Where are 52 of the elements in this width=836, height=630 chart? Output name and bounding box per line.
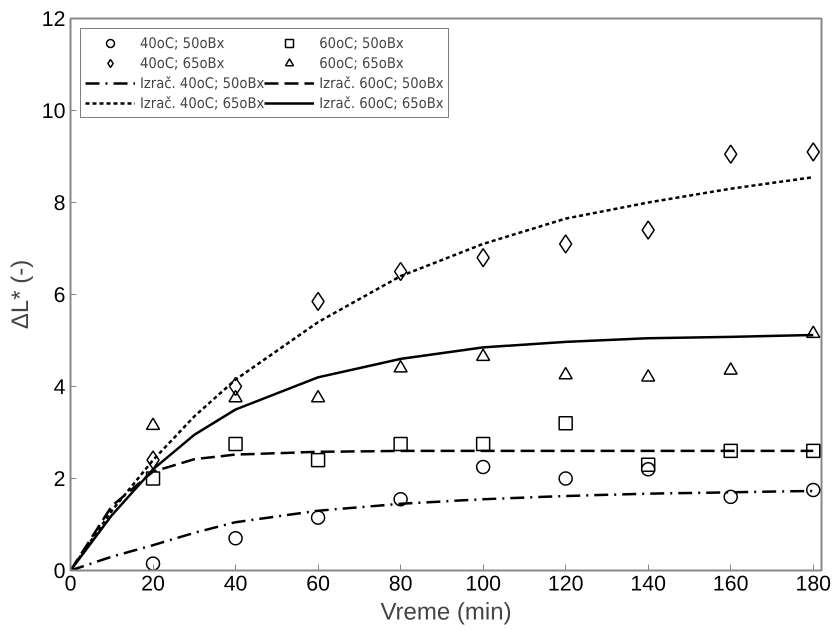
legend-label: Izrač. 40oC; 65oBx — [140, 94, 264, 112]
y-tick-label: 12 — [42, 7, 66, 31]
point — [146, 556, 160, 570]
point — [146, 471, 160, 486]
point — [228, 531, 243, 546]
y-tick-label: 6 — [54, 283, 66, 307]
point — [476, 248, 490, 268]
point — [640, 462, 656, 477]
point — [806, 444, 820, 458]
x-tick-label: 160 — [712, 572, 749, 596]
point — [310, 452, 326, 468]
x-axis-title: Vreme (min) — [380, 598, 512, 626]
legend-label: 60oC; 65oBx — [319, 54, 404, 72]
y-tick-label: 2 — [54, 467, 66, 491]
point — [558, 471, 573, 486]
point — [723, 490, 738, 504]
point — [640, 457, 656, 472]
point — [311, 292, 325, 312]
x-tick-label: 180 — [795, 572, 832, 596]
x-tick-label: 120 — [548, 572, 584, 596]
point — [228, 436, 243, 452]
legend-label: Izrač. 60oC; 65oBx — [319, 94, 444, 112]
x-tick-label: 40 — [224, 572, 248, 596]
point — [723, 444, 738, 458]
legend-label: Izrač. 40oC; 50oBx — [140, 74, 264, 92]
legend-label: 60oC; 50oBx — [319, 34, 404, 52]
point — [724, 144, 738, 164]
x-tick-label: 20 — [141, 572, 166, 596]
point — [393, 492, 408, 506]
point — [393, 436, 408, 452]
y-tick-label: 4 — [54, 375, 66, 399]
legend-label: 40oC; 65oBx — [140, 54, 224, 72]
point — [310, 510, 326, 525]
point — [228, 376, 242, 396]
y-tick-label: 8 — [54, 191, 66, 215]
y-tick-label: 10 — [42, 99, 66, 123]
x-tick-label: 100 — [465, 572, 502, 596]
legend-label: Izrač. 60oC; 50oBx — [319, 74, 444, 92]
y-axis-title: ΔL* (-) — [6, 260, 34, 330]
point — [476, 460, 490, 474]
point — [806, 142, 820, 162]
point — [476, 436, 490, 452]
x-tick-label: 80 — [388, 572, 413, 596]
point — [558, 234, 572, 254]
x-tick-label: 140 — [630, 572, 666, 596]
legend-label: 40oC; 50oBx — [140, 34, 224, 52]
point — [394, 262, 408, 282]
point — [558, 416, 573, 431]
point — [641, 220, 655, 240]
x-tick-label: 60 — [306, 572, 330, 596]
point — [146, 450, 160, 470]
point — [806, 482, 820, 498]
